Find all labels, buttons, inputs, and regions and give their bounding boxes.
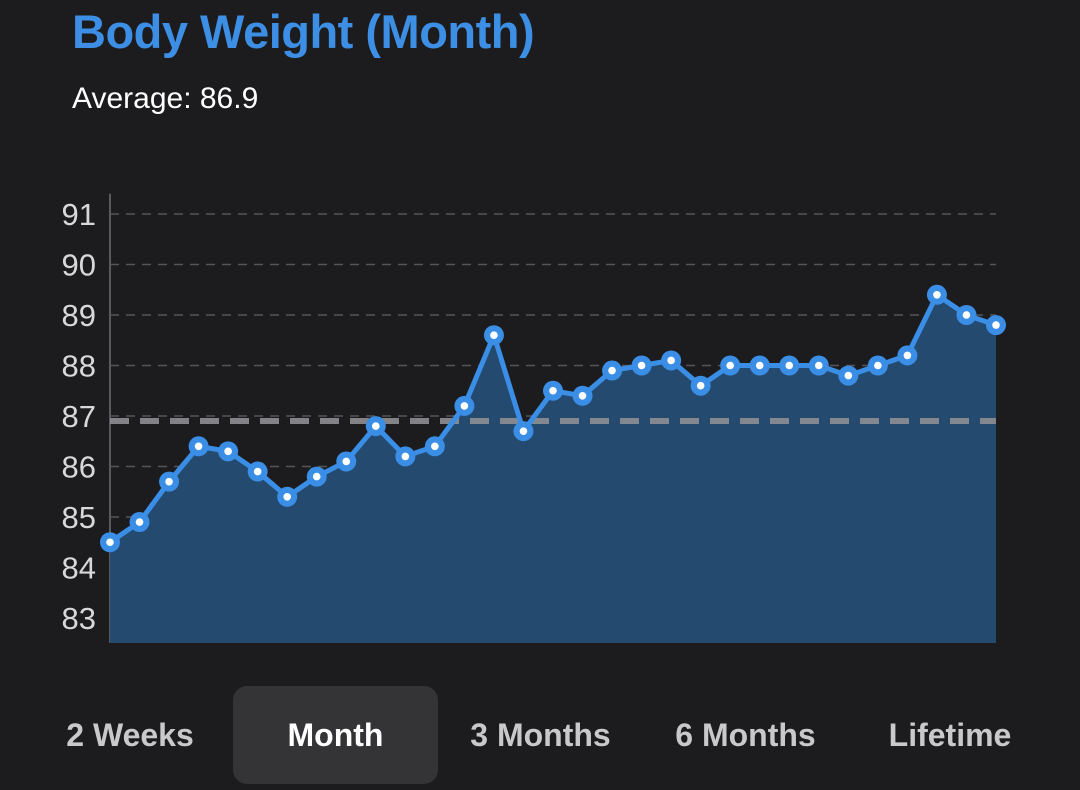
data-point (454, 395, 475, 416)
data-point (986, 315, 1006, 336)
point-center (903, 351, 912, 360)
point-center (224, 447, 232, 456)
point-center (401, 452, 410, 461)
point-center (608, 366, 616, 375)
point-center (372, 422, 380, 430)
point-center (283, 493, 292, 501)
weight-chart: 83 84 85 86 87 88 89 90 91 (62, 193, 1006, 643)
point-center (785, 361, 794, 370)
area-path (110, 294, 996, 643)
y-tick-label: 84 (62, 551, 96, 586)
point-center (431, 442, 439, 451)
point-center (844, 371, 853, 380)
point-center (253, 467, 262, 476)
point-center (637, 361, 646, 370)
point-center (874, 361, 882, 370)
data-point (277, 486, 298, 507)
point-center (342, 457, 351, 466)
point-center (135, 518, 144, 526)
data-point (631, 355, 652, 376)
data-point (897, 345, 918, 366)
data-point (867, 355, 888, 376)
data-point (690, 375, 711, 396)
data-point (188, 436, 209, 457)
y-axis-ticks: 83 84 85 86 87 88 89 90 91 (62, 197, 96, 636)
point-center (490, 331, 498, 340)
data-point (306, 466, 327, 487)
data-point (661, 350, 682, 371)
tab-3-months[interactable]: 3 Months (470, 716, 611, 753)
data-point (424, 436, 445, 457)
data-point (218, 441, 239, 462)
tab-2-weeks[interactable]: 2 Weeks (66, 716, 194, 753)
y-tick-label: 85 (62, 500, 96, 535)
point-center (165, 477, 173, 486)
data-point (159, 471, 180, 492)
point-center (696, 381, 705, 390)
data-point (247, 461, 268, 482)
data-point (100, 532, 120, 553)
y-tick-label: 83 (62, 601, 96, 636)
data-point (602, 360, 623, 381)
data-point (808, 355, 829, 376)
data-point (543, 380, 563, 401)
data-point (779, 355, 800, 376)
data-point (129, 512, 150, 533)
point-center (815, 361, 823, 370)
point-center (962, 311, 971, 319)
point-center (312, 472, 321, 481)
y-tick-label: 87 (62, 399, 96, 434)
point-center (578, 392, 587, 400)
point-center (194, 442, 203, 451)
point-center (726, 361, 734, 370)
y-tick-label: 91 (62, 197, 96, 232)
data-point (720, 355, 741, 376)
y-tick-label: 89 (62, 298, 96, 333)
y-tick-label: 90 (62, 248, 96, 283)
point-center (992, 321, 1000, 329)
data-point (365, 416, 386, 437)
tab-month[interactable]: Month (233, 686, 438, 784)
point-center (519, 427, 528, 435)
y-tick-label: 88 (62, 349, 96, 384)
data-point (838, 365, 859, 386)
point-center (933, 291, 941, 299)
point-center (549, 386, 557, 395)
data-point (956, 305, 977, 325)
tab-6-months[interactable]: 6 Months (675, 716, 816, 753)
chart-title: Body Weight (Month) (72, 5, 535, 58)
point-center (755, 361, 764, 370)
data-point (336, 451, 357, 472)
area-fill (110, 294, 996, 643)
data-point (513, 421, 534, 442)
data-point (395, 446, 416, 467)
point-center (460, 402, 469, 410)
data-point (572, 385, 593, 406)
tab-lifetime[interactable]: Lifetime (888, 716, 1012, 753)
point-center (667, 356, 675, 365)
point-center (106, 538, 114, 547)
data-point (926, 284, 947, 305)
range-tabs: 2 Weeks Month 3 Months 6 Months Lifetime (28, 686, 1052, 784)
average-label: Average: 86.9 (72, 82, 259, 115)
data-points (100, 284, 1006, 553)
data-point (749, 355, 770, 376)
data-point (483, 325, 504, 346)
y-tick-label: 86 (62, 450, 96, 485)
